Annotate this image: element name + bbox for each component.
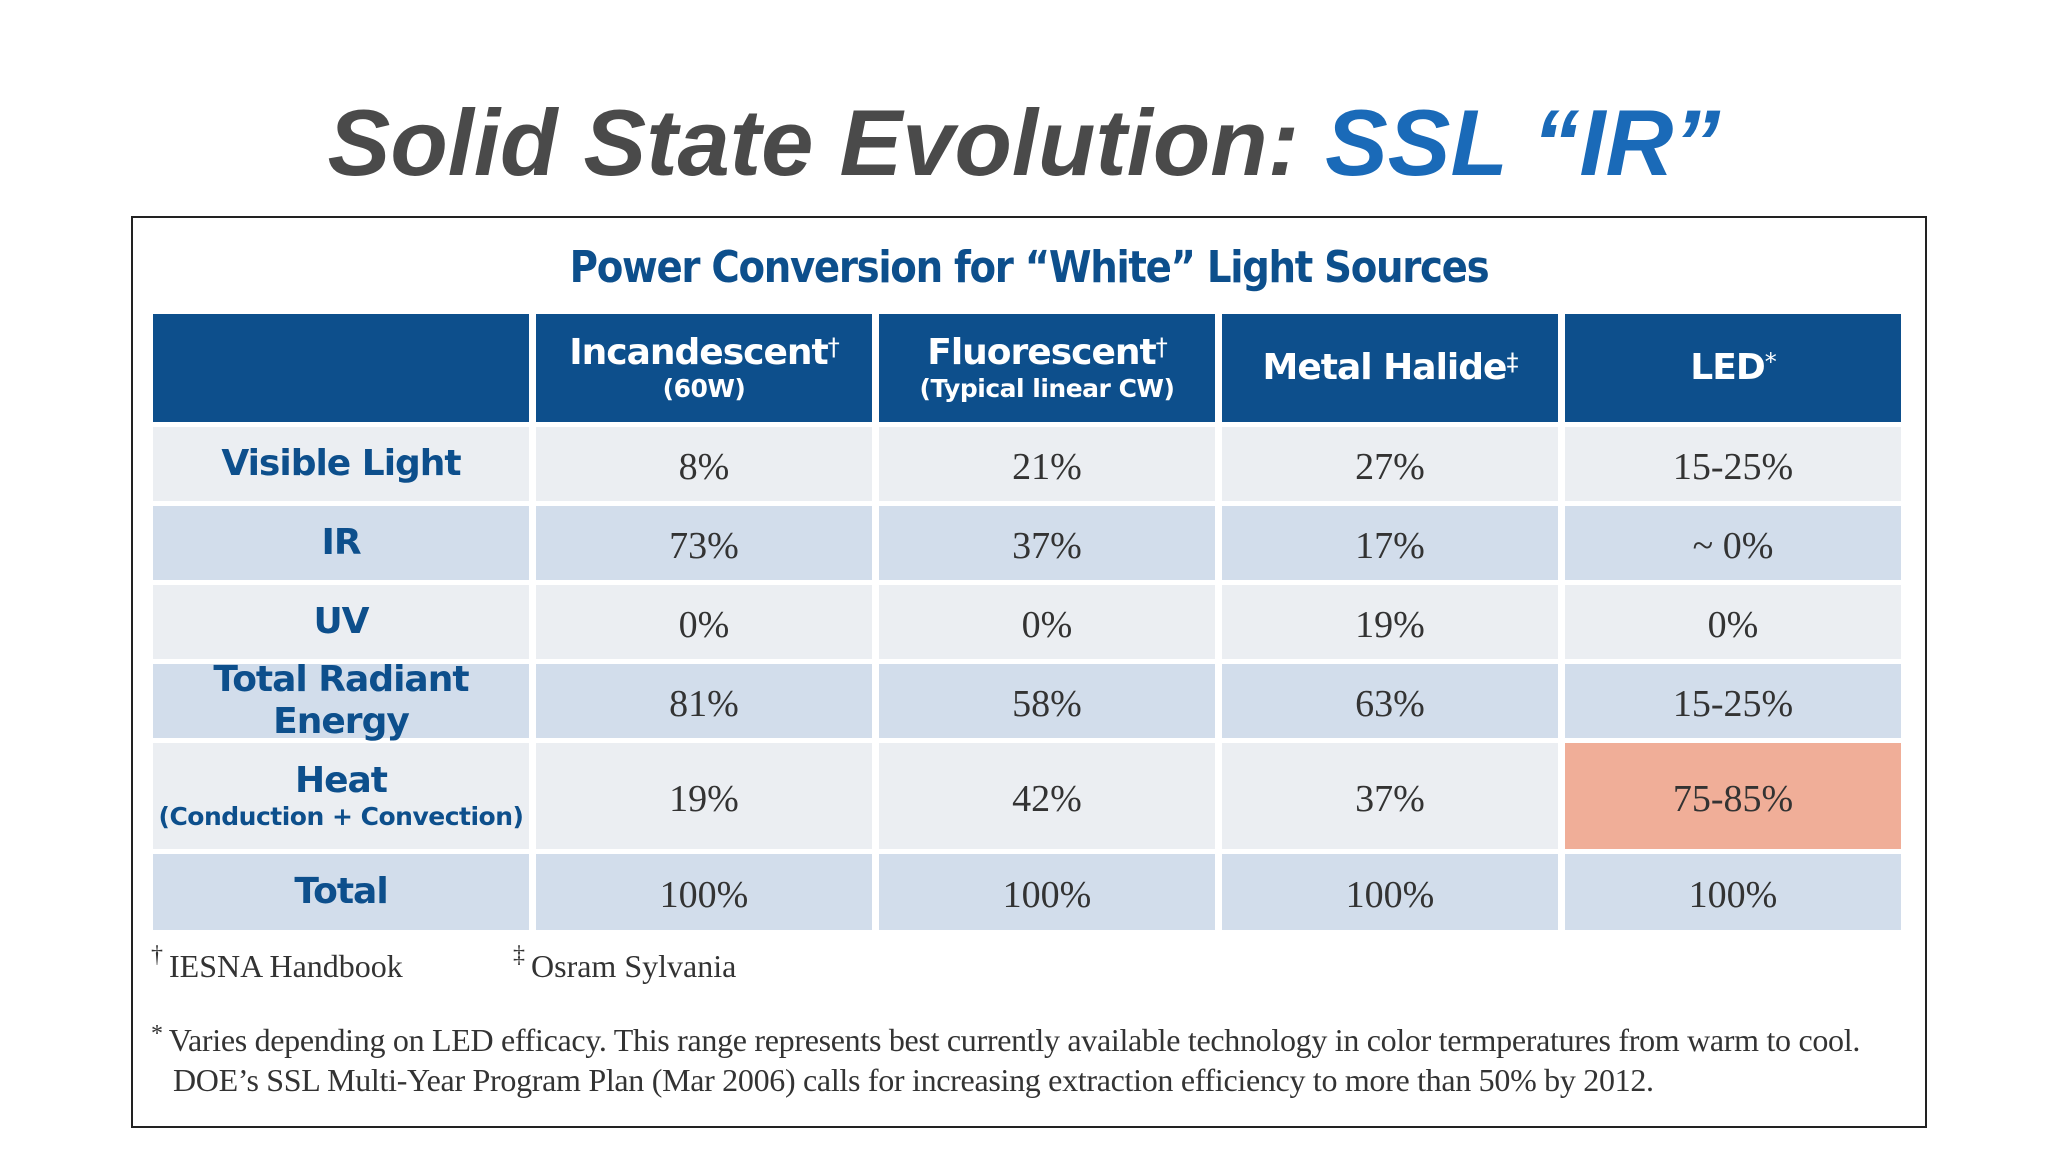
table-cell: 58%: [879, 664, 1215, 738]
column-header-label: LED: [1690, 347, 1765, 388]
table-cell: 0%: [1565, 585, 1901, 659]
column-header-led: LED*: [1565, 314, 1901, 422]
table-title: Power Conversion for “White” Light Sourc…: [569, 242, 1490, 293]
column-header-label: Fluorescent: [927, 332, 1156, 373]
table-cell: 37%: [879, 506, 1215, 580]
slide-title-main: Solid State Evolution: [327, 90, 1268, 195]
column-header-fluorescent: Fluorescent† (Typical linear CW): [879, 314, 1215, 422]
table-cell: 100%: [536, 854, 872, 930]
footnote-mark: †: [1155, 333, 1168, 361]
table-cell: 0%: [879, 585, 1215, 659]
table-cell: 15-25%: [1565, 427, 1901, 501]
table-cell: 15-25%: [1565, 664, 1901, 738]
footnote-mark: †: [827, 333, 840, 361]
row-label-text: UV: [313, 601, 369, 642]
table-cell: 19%: [1222, 585, 1558, 659]
footnote-mark: *: [1764, 348, 1777, 376]
column-header-label: Metal Halide: [1262, 347, 1508, 388]
row-label-visible-light: Visible Light: [153, 427, 529, 501]
table-cell: 0%: [536, 585, 872, 659]
footnote-mark: ‡: [513, 942, 525, 968]
table-cell: 81%: [536, 664, 872, 738]
table-cell: 100%: [1565, 854, 1901, 930]
table-cell: 100%: [879, 854, 1215, 930]
table-cell: 73%: [536, 506, 872, 580]
footnote-mark: †: [151, 942, 163, 968]
table-cell: 21%: [879, 427, 1215, 501]
row-label-total-radiant-energy: Total Radiant Energy: [153, 659, 529, 742]
footnote-sources: † IESNA Handbook ‡ Osram Sylvania: [151, 942, 1911, 1000]
footnote-text: IESNA Handbook: [169, 948, 403, 984]
table-cell: 42%: [879, 743, 1215, 849]
table-cell: 8%: [536, 427, 872, 501]
row-label-text: Visible Light: [221, 443, 461, 484]
table-cell-highlighted: 75-85%: [1565, 743, 1901, 849]
column-header-metal-halide: Metal Halide‡: [1222, 314, 1558, 422]
table-cell: 27%: [1222, 427, 1558, 501]
row-label-total: Total: [153, 854, 529, 930]
slide-title-colon: :: [1267, 90, 1326, 195]
row-label-text: Heat: [294, 760, 388, 801]
footnote-text: Varies depending on LED efficacy. This r…: [168, 1022, 1861, 1098]
slide-title: Solid State Evolution: SSL “IR”: [0, 88, 2048, 198]
row-label-text: Total: [294, 871, 388, 912]
footnote-text: Osram Sylvania: [531, 948, 737, 984]
footnote-mark: ‡: [1506, 348, 1518, 376]
row-label-text: Total Radiant Energy: [213, 659, 469, 742]
row-sublabel-text: (Conduction + Convection): [158, 802, 524, 831]
column-header-sublabel: (60W): [662, 374, 746, 403]
footnote-dagger: † IESNA Handbook: [151, 942, 403, 985]
table-cell: ~ 0%: [1565, 506, 1901, 580]
row-label-text: IR: [321, 522, 361, 563]
footnotes: † IESNA Handbook ‡ Osram Sylvania * Varies …: [151, 942, 1911, 1100]
column-header-incandescent: Incandescent† (60W): [536, 314, 872, 422]
table-cell: 63%: [1222, 664, 1558, 738]
footnote-double-dagger: ‡ Osram Sylvania: [513, 942, 737, 985]
table-cell: 37%: [1222, 743, 1558, 849]
table-cell: 17%: [1222, 506, 1558, 580]
row-label-ir: IR: [153, 506, 529, 580]
table-cell: 100%: [1222, 854, 1558, 930]
table-frame: Power Conversion for “White” Light Sourc…: [131, 216, 1927, 1128]
slide-title-accent: SSL “IR”: [1325, 90, 1721, 195]
column-header-label: Incandescent: [569, 332, 828, 373]
table-cell: 19%: [536, 743, 872, 849]
footnote-mark: *: [151, 1021, 163, 1047]
row-label-heat: Heat (Conduction + Convection): [153, 743, 529, 849]
row-label-uv: UV: [153, 585, 529, 659]
column-header-sublabel: (Typical linear CW): [919, 374, 1175, 403]
footnote-asterisk: * Varies depending on LED efficacy. This …: [151, 1020, 1911, 1100]
header-corner-cell: [153, 314, 529, 422]
power-conversion-table: Incandescent† (60W) Fluorescent† (Typica…: [153, 314, 1901, 930]
